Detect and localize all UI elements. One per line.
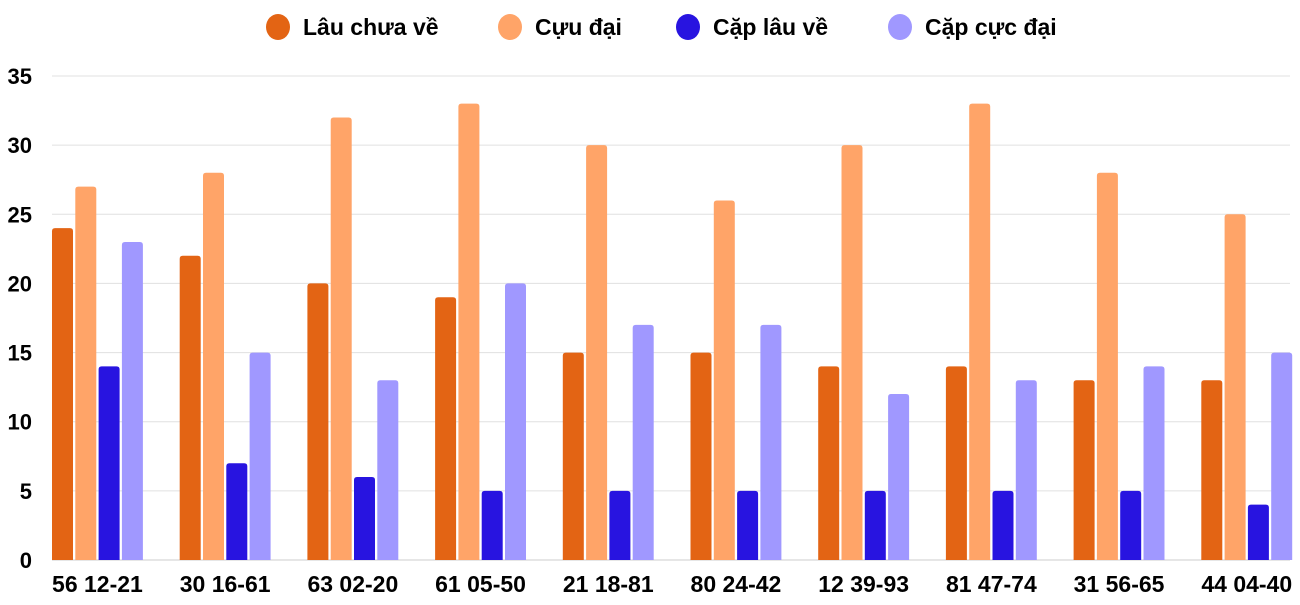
bar-cựu-đại-2 <box>330 117 352 560</box>
y-tick-label: 25 <box>8 202 32 227</box>
bar-cặp-cực-đại-3 <box>505 283 526 560</box>
bar-lâu-chưa-về-9 <box>1201 380 1223 560</box>
bar-lâu-chưa-về-1 <box>179 255 201 560</box>
bar-cựu-đại-5 <box>713 200 735 560</box>
bar-cựu-đại-0 <box>75 186 97 560</box>
legend-marker <box>266 14 290 40</box>
bar-cặp-lâu-về-0 <box>98 366 120 560</box>
bar-cựu-đại-7 <box>969 103 991 561</box>
x-tick-label: 81 47-74 <box>946 571 1037 597</box>
bar-cựu-đại-9 <box>1224 214 1246 561</box>
y-tick-label: 5 <box>20 479 32 504</box>
x-tick-label: 21 18-81 <box>563 571 654 597</box>
bar-cặp-cực-đại-4 <box>632 324 654 560</box>
x-tick-label: 80 24-42 <box>691 571 782 597</box>
y-tick-label: 35 <box>8 64 32 89</box>
bar-lâu-chưa-về-6 <box>818 366 840 560</box>
bar-lâu-chưa-về-4 <box>562 352 584 560</box>
bar-lâu-chưa-về-2 <box>307 283 329 560</box>
x-tick-label: 63 02-20 <box>307 571 398 597</box>
bar-cặp-cực-đại-1 <box>249 352 271 560</box>
bar-cặp-cực-đại-2 <box>377 380 399 560</box>
legend-label: Lâu chưa về <box>303 14 439 40</box>
bar-lâu-chưa-về-7 <box>945 366 967 560</box>
bar-cặp-lâu-về-4 <box>609 490 631 560</box>
x-tick-label: 61 05-50 <box>435 571 526 597</box>
y-tick-label: 10 <box>8 410 32 435</box>
bar-lâu-chưa-về-5 <box>690 352 712 560</box>
bar-cặp-cực-đại-7 <box>1015 380 1037 560</box>
bars <box>52 103 1293 561</box>
legend-marker <box>888 14 912 40</box>
x-tick-label: 12 39-93 <box>818 571 909 597</box>
bar-cặp-lâu-về-8 <box>1120 490 1142 560</box>
legend-label: Cặp lâu về <box>713 14 828 40</box>
bar-lâu-chưa-về-0 <box>52 228 73 560</box>
x-axis-labels: 56 12-21 30 16-61 63 02-20 61 05-50 21 18-81… <box>52 571 1292 597</box>
y-tick-label: 20 <box>8 271 32 296</box>
x-tick-label: 56 12-21 <box>52 571 143 597</box>
y-tick-label: 15 <box>8 341 32 366</box>
y-tick-label: 0 <box>20 548 32 573</box>
legend-label: Cặp cực đại <box>925 14 1057 40</box>
bar-cặp-cực-đại-6 <box>888 394 910 560</box>
bar-cựu-đại-4 <box>586 145 608 560</box>
legend-label: Cựu đại <box>535 14 622 40</box>
y-tick-label: 30 <box>8 133 32 158</box>
bar-cựu-đại-3 <box>458 103 480 561</box>
bar-cặp-lâu-về-1 <box>226 463 248 560</box>
legend: Lâu chưa về Cựu đại Cặp lâu về Cặp cực đại <box>266 14 1057 40</box>
bar-cặp-lâu-về-7 <box>992 490 1014 560</box>
grid: 0 5 10 15 20 25 30 35 <box>8 64 1290 573</box>
x-tick-label: 31 56-65 <box>1074 571 1165 597</box>
bar-cặp-cực-đại-9 <box>1271 352 1293 560</box>
bar-cặp-cực-đại-5 <box>760 324 782 560</box>
bar-cựu-đại-6 <box>841 145 863 560</box>
bar-lâu-chưa-về-3 <box>435 297 457 560</box>
bar-lâu-chưa-về-8 <box>1073 380 1095 560</box>
x-tick-label: 44 04-40 <box>1201 571 1292 597</box>
bar-cặp-lâu-về-5 <box>737 490 759 560</box>
bar-cặp-lâu-về-9 <box>1247 504 1269 560</box>
bar-cặp-cực-đại-8 <box>1143 366 1165 560</box>
bar-cựu-đại-8 <box>1096 172 1118 561</box>
legend-marker <box>676 14 700 40</box>
x-tick-label: 30 16-61 <box>180 571 271 597</box>
bar-cặp-cực-đại-0 <box>121 241 143 560</box>
legend-marker <box>498 14 522 40</box>
bar-cựu-đại-1 <box>203 172 224 561</box>
bar-cặp-lâu-về-6 <box>864 490 886 560</box>
bar-cặp-lâu-về-3 <box>481 490 503 560</box>
bar-cặp-lâu-về-2 <box>354 477 375 560</box>
